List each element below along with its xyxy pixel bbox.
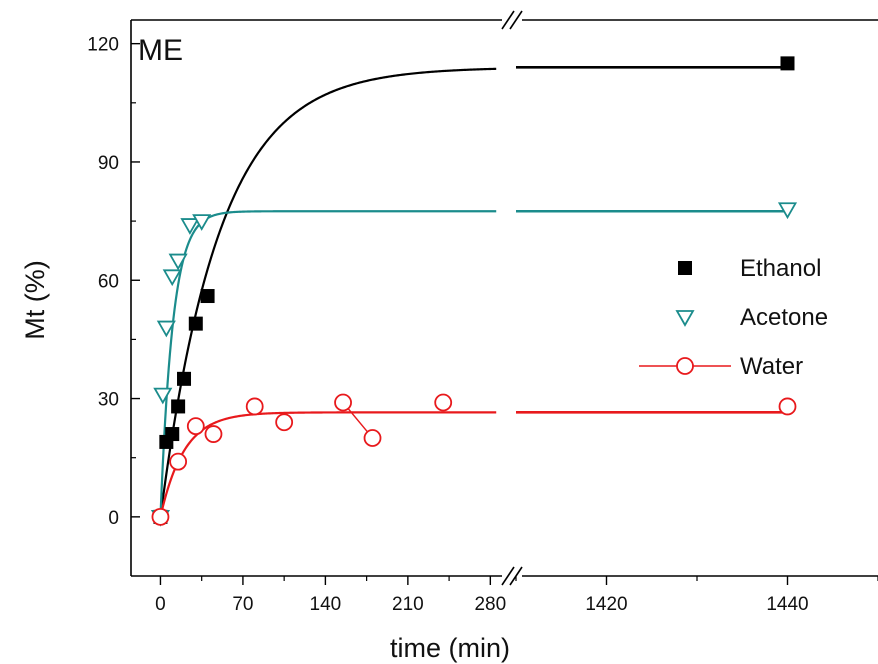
data-markers: [150, 56, 798, 527]
top-axis-break-mark: [501, 10, 523, 30]
y-tick-label: 90: [98, 153, 119, 174]
x-tick-label: 140: [310, 594, 342, 615]
data-point-water: [151, 507, 170, 526]
data-point-water: [434, 393, 453, 412]
legend: Ethanol Acetone Water: [639, 255, 828, 380]
break-slash: [501, 566, 515, 586]
data-point-ethanol: [188, 316, 203, 331]
data-point-ethanol: [780, 56, 795, 71]
legend-item-water: Water: [639, 353, 803, 380]
data-point-water: [169, 452, 188, 471]
data-point-acetone: [168, 253, 188, 271]
x-tick-label: 1420: [585, 594, 627, 615]
x-axis-title: time (min): [390, 633, 510, 663]
data-point-water: [204, 425, 223, 443]
x-axis-break-mark: [501, 566, 523, 586]
x-tick-label: 1440: [766, 594, 808, 615]
x-tick-label: 280: [474, 594, 506, 615]
legend-marker: [678, 261, 692, 275]
data-point-ethanol: [200, 289, 215, 304]
legend-label: Ethanol: [740, 255, 821, 282]
legend-item-ethanol: Ethanol: [678, 255, 821, 282]
y-tick-label: 30: [98, 390, 119, 411]
legend-marker: [676, 357, 694, 375]
data-point-water: [334, 393, 352, 412]
legend-item-acetone: Acetone: [675, 304, 828, 331]
y-axis-title: Mt (%): [20, 260, 50, 339]
axes-frame: [130, 10, 878, 586]
y-tick-label: 120: [87, 35, 119, 56]
y-tick-label: 0: [108, 508, 119, 529]
data-point-acetone: [192, 214, 212, 231]
legend-label: Water: [740, 353, 803, 380]
data-point-ethanol: [171, 399, 186, 414]
fit-curve-water-left: [159, 411, 497, 518]
fit-curve-acetone-left: [159, 210, 497, 517]
legend-label: Acetone: [740, 304, 828, 331]
series-ethanol: [153, 56, 795, 524]
x-tick-label: 70: [232, 594, 253, 615]
data-point-water: [363, 429, 382, 447]
data-point-ethanol: [177, 371, 192, 386]
fit-curves: [159, 66, 788, 518]
data-point-water: [245, 397, 264, 416]
x-tick-label: 0: [155, 594, 166, 615]
fit-curve-ethanol-left: [159, 67, 497, 517]
data-point-acetone: [153, 387, 173, 405]
data-point-water: [275, 413, 294, 432]
break-slash: [501, 10, 515, 30]
series-water: [151, 393, 797, 526]
break-slash: [509, 10, 523, 30]
data-point-acetone: [180, 218, 200, 235]
legend-marker: [675, 310, 695, 327]
axis-ticks: 0 30 60 90 120 0 70 140 210 280 1420 1440: [87, 35, 878, 615]
x-tick-label: 210: [392, 594, 424, 615]
data-point-acetone: [777, 202, 798, 220]
data-point-water: [778, 397, 797, 416]
y-tick-label: 60: [98, 271, 119, 292]
panel-label: ME: [138, 34, 183, 67]
data-point-acetone: [156, 320, 176, 338]
data-point-water: [186, 417, 205, 436]
series-acetone: [150, 202, 798, 527]
data-point-ethanol: [165, 427, 180, 442]
data-point-acetone: [162, 269, 182, 287]
